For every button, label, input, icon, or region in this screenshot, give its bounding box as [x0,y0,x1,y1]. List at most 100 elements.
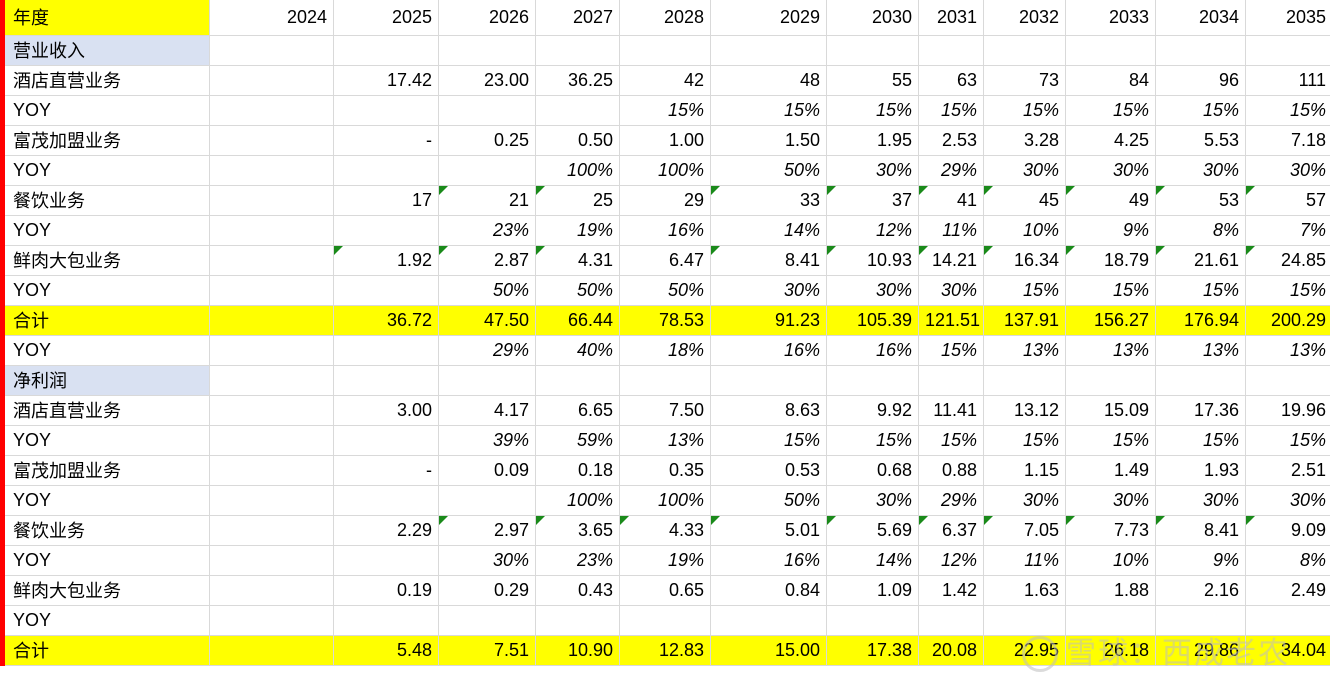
value-cell[interactable]: 1.09 [826,575,919,606]
value-cell[interactable]: 23% [438,215,536,246]
value-cell[interactable]: 1.42 [918,575,984,606]
value-cell[interactable]: 36.25 [535,65,620,96]
value-cell[interactable]: 7.73 [1065,515,1156,546]
value-cell[interactable]: 5.01 [710,515,827,546]
row-label-cell[interactable]: 鲜肉大包业务 [0,245,210,276]
value-cell[interactable]: 5.53 [1155,125,1246,156]
header-year-cell[interactable]: 2025 [333,0,439,36]
value-cell[interactable]: 200.29 [1245,305,1330,336]
value-cell[interactable] [1245,605,1330,636]
value-cell[interactable]: 10% [1065,545,1156,576]
value-cell[interactable]: 15.00 [710,635,827,666]
value-cell[interactable]: 2.53 [918,125,984,156]
value-cell[interactable] [209,425,334,456]
value-cell[interactable]: 84 [1065,65,1156,96]
value-cell[interactable]: 91.23 [710,305,827,336]
value-cell[interactable] [333,425,439,456]
value-cell[interactable] [209,395,334,426]
value-cell[interactable] [1155,35,1246,66]
value-cell[interactable]: 22.95 [983,635,1066,666]
value-cell[interactable] [209,605,334,636]
value-cell[interactable]: 10.90 [535,635,620,666]
value-cell[interactable]: 37 [826,185,919,216]
row-label-cell[interactable]: 合计 [0,635,210,666]
value-cell[interactable] [438,605,536,636]
value-cell[interactable]: 30% [1065,155,1156,186]
value-cell[interactable]: 48 [710,65,827,96]
value-cell[interactable]: 15% [1155,425,1246,456]
value-cell[interactable]: 2.97 [438,515,536,546]
value-cell[interactable] [1245,35,1330,66]
value-cell[interactable]: 5.69 [826,515,919,546]
row-label-cell[interactable]: 餐饮业务 [0,515,210,546]
value-cell[interactable]: 11% [918,215,984,246]
value-cell[interactable]: 19% [619,545,711,576]
value-cell[interactable] [535,365,620,396]
value-cell[interactable]: 9% [1155,545,1246,576]
value-cell[interactable]: 15% [826,95,919,126]
value-cell[interactable]: 8.41 [1155,515,1246,546]
value-cell[interactable]: 1.49 [1065,455,1156,486]
value-cell[interactable]: 100% [619,485,711,516]
value-cell[interactable] [209,155,334,186]
value-cell[interactable] [438,155,536,186]
value-cell[interactable] [983,35,1066,66]
value-cell[interactable] [209,185,334,216]
value-cell[interactable]: 11.41 [918,395,984,426]
value-cell[interactable]: 9.92 [826,395,919,426]
value-cell[interactable]: 14% [710,215,827,246]
value-cell[interactable]: 1.92 [333,245,439,276]
value-cell[interactable] [918,605,984,636]
value-cell[interactable]: 15% [983,275,1066,306]
value-cell[interactable]: 13% [983,335,1066,366]
value-cell[interactable]: 57 [1245,185,1330,216]
value-cell[interactable]: 30% [1155,155,1246,186]
value-cell[interactable]: 30% [438,545,536,576]
value-cell[interactable] [438,35,536,66]
header-year-cell[interactable]: 2030 [826,0,919,36]
value-cell[interactable]: 9% [1065,215,1156,246]
value-cell[interactable]: 1.95 [826,125,919,156]
value-cell[interactable]: 0.18 [535,455,620,486]
value-cell[interactable]: 1.50 [710,125,827,156]
value-cell[interactable]: 8.41 [710,245,827,276]
value-cell[interactable]: 0.84 [710,575,827,606]
value-cell[interactable]: 0.68 [826,455,919,486]
value-cell[interactable] [619,365,711,396]
row-label-cell[interactable]: 富茂加盟业务 [0,125,210,156]
value-cell[interactable] [438,365,536,396]
value-cell[interactable]: 30% [1245,155,1330,186]
value-cell[interactable] [209,575,334,606]
value-cell[interactable]: 3.65 [535,515,620,546]
value-cell[interactable]: 16% [826,335,919,366]
value-cell[interactable]: 23.00 [438,65,536,96]
value-cell[interactable]: 30% [826,485,919,516]
value-cell[interactable] [1155,365,1246,396]
value-cell[interactable]: 29 [619,185,711,216]
value-cell[interactable] [438,485,536,516]
value-cell[interactable]: 14.21 [918,245,984,276]
row-label-cell[interactable]: 净利润 [0,365,210,396]
value-cell[interactable]: 4.25 [1065,125,1156,156]
value-cell[interactable]: 17.36 [1155,395,1246,426]
value-cell[interactable]: 16% [710,545,827,576]
value-cell[interactable] [209,515,334,546]
value-cell[interactable]: 8% [1155,215,1246,246]
header-year-cell[interactable]: 2034 [1155,0,1246,36]
value-cell[interactable]: 23% [535,545,620,576]
value-cell[interactable]: 13.12 [983,395,1066,426]
value-cell[interactable] [1245,365,1330,396]
row-label-cell[interactable]: 营业收入 [0,35,210,66]
value-cell[interactable]: 18% [619,335,711,366]
value-cell[interactable]: 29% [438,335,536,366]
value-cell[interactable]: 30% [710,275,827,306]
value-cell[interactable]: 30% [983,155,1066,186]
value-cell[interactable]: 15% [983,425,1066,456]
value-cell[interactable]: 17.42 [333,65,439,96]
value-cell[interactable]: 66.44 [535,305,620,336]
value-cell[interactable] [535,35,620,66]
value-cell[interactable]: 2.29 [333,515,439,546]
value-cell[interactable]: 100% [535,485,620,516]
value-cell[interactable] [918,365,984,396]
value-cell[interactable]: 0.19 [333,575,439,606]
